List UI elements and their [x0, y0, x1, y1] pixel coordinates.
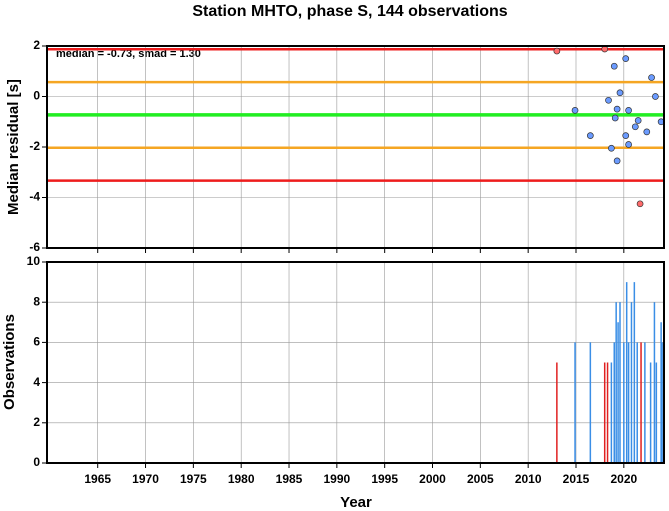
point [553, 47, 561, 55]
x-tick-label: 2010 [515, 472, 542, 486]
y-tick-label: -6 [29, 240, 40, 254]
y-tick-label: 10 [27, 254, 41, 268]
point [625, 107, 632, 114]
chart-title: Station MHTO, phase S, 144 observations [192, 3, 507, 20]
point [652, 93, 659, 100]
annotation: median = -0.73, smad = 1.30 [56, 48, 201, 60]
point [634, 117, 642, 124]
point [622, 132, 630, 139]
y-tick-label: 2 [33, 415, 40, 429]
x-tick-label: 1965 [84, 472, 111, 486]
point [631, 123, 639, 131]
x-tick-label: 1970 [132, 472, 159, 486]
plot-frame [46, 45, 665, 249]
point [613, 157, 621, 165]
point [605, 96, 612, 104]
point [610, 62, 618, 70]
y-tick-label: -2 [29, 139, 40, 153]
y-tick-label: 4 [33, 375, 40, 389]
point [608, 144, 615, 152]
point [648, 74, 655, 81]
point [611, 114, 619, 122]
x-tick-label: 1985 [276, 472, 303, 486]
x-tick-label: 2015 [563, 472, 590, 486]
x-tick-label: 1980 [228, 472, 255, 486]
point [643, 128, 651, 136]
y-tick-label: 6 [33, 335, 40, 349]
x-tick-label: 2020 [610, 472, 637, 486]
y-tick-label: -4 [29, 190, 40, 204]
y-tick-label: 2 [33, 38, 40, 52]
y-axis-label: Observations [1, 314, 18, 410]
y-tick-label: 8 [33, 294, 40, 308]
x-tick-label: 1995 [371, 472, 398, 486]
x-axis-label: Year [340, 494, 372, 511]
point [616, 89, 624, 97]
point [625, 141, 632, 148]
y-axis-label: Median residual [s] [5, 79, 22, 215]
x-tick-label: 1975 [180, 472, 207, 486]
point [636, 200, 644, 208]
point [622, 55, 630, 62]
x-tick-label: 2005 [467, 472, 494, 486]
y-tick-label: 0 [33, 89, 40, 103]
point [586, 132, 594, 139]
y-tick-label: 0 [33, 455, 40, 469]
x-tick-label: 1990 [323, 472, 350, 486]
plot-frame [46, 261, 665, 464]
x-tick-label: 2000 [419, 472, 446, 486]
point [613, 105, 621, 113]
point [571, 107, 579, 114]
